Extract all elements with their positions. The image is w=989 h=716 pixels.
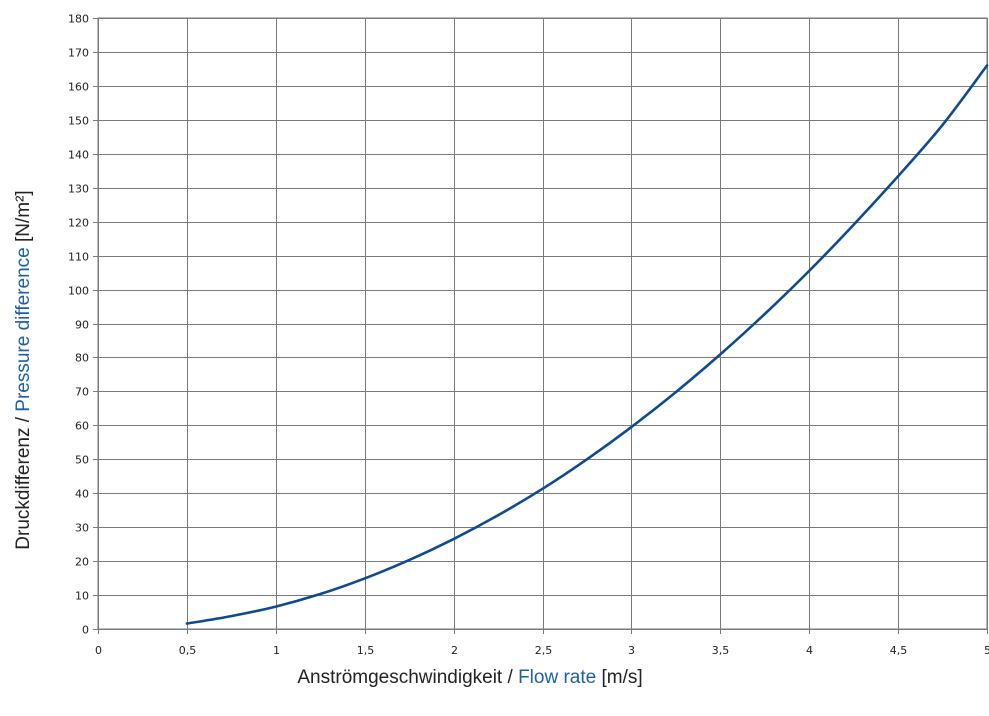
x-tick-label: 3,5 [712, 644, 730, 657]
y-tick-label: 90 [75, 319, 89, 332]
x-axis-title-part2: Flow rate [518, 667, 596, 688]
y-axis-ticks: 0 10 20 30 40 50 60 70 80 90 100 110 120 130 140 150 160… [68, 13, 89, 637]
y-tick-label: 70 [75, 386, 89, 399]
y-tick-label: 30 [75, 522, 89, 535]
grid-lines [93, 18, 988, 634]
x-tick-label: 1 [273, 644, 280, 657]
x-axis-ticks: 0 0,5 1 1,5 2 2,5 3 3,5 4 4,5 5 [95, 644, 989, 657]
y-tick-label: 110 [68, 251, 89, 264]
y-tick-label: 20 [75, 556, 89, 569]
y-tick-label: 130 [68, 183, 89, 196]
y-tick-label: 180 [68, 13, 89, 26]
x-tick-label: 3 [628, 644, 635, 657]
y-tick-label: 170 [68, 47, 89, 60]
y-tick-label: 60 [75, 420, 89, 433]
y-tick-label: 0 [82, 624, 89, 637]
x-tick-label: 4,5 [890, 644, 908, 657]
y-tick-label: 40 [75, 488, 89, 501]
y-tick-label: 150 [68, 115, 89, 128]
y-tick-label: 100 [68, 285, 89, 298]
x-tick-label: 4 [806, 644, 813, 657]
y-tick-label: 10 [75, 590, 89, 603]
y-tick-label: 80 [75, 352, 89, 365]
x-axis-title: Anströmgeschwindigkeit / Flow rate [m/s] [297, 667, 642, 688]
x-tick-label: 2 [451, 644, 458, 657]
x-tick-label: 5 [984, 644, 989, 657]
plot-frame [97, 17, 988, 630]
y-axis-title-part2: Pressure difference [13, 247, 34, 411]
x-tick-label: 0 [95, 644, 102, 657]
y-tick-label: 50 [75, 454, 89, 467]
x-axis-title-part3: [m/s] [596, 667, 642, 688]
y-tick-label: 140 [68, 149, 89, 162]
y-tick-label: 160 [68, 81, 89, 94]
series-line [185, 64, 989, 625]
y-axis-title-part1: Druckdifferenz / [13, 412, 34, 550]
x-axis-title-part1: Anströmgeschwindigkeit / [297, 667, 518, 688]
x-tick-label: 1,5 [357, 644, 375, 657]
y-axis-title-part3: [N/m²] [13, 190, 34, 247]
x-tick-label: 2,5 [535, 644, 553, 657]
x-tick-label: 0,5 [179, 644, 197, 657]
series-layer [185, 64, 989, 625]
y-axis-title: Druckdifferenz / Pressure difference [N/… [13, 190, 34, 549]
y-tick-label: 120 [68, 217, 89, 230]
